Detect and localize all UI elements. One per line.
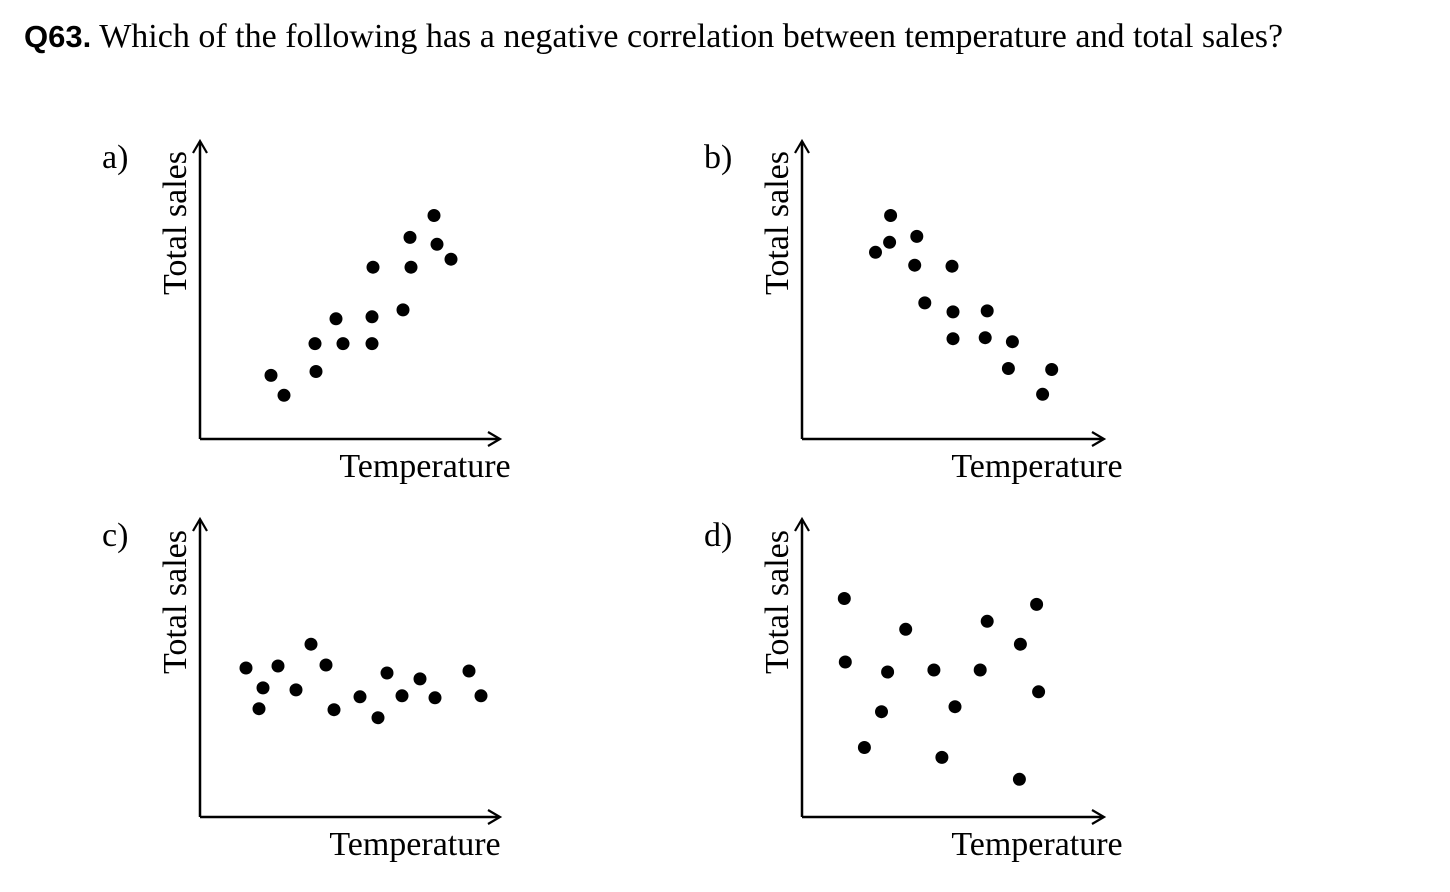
- scatter-point: [883, 235, 897, 249]
- scatter-point: [404, 260, 418, 274]
- option-label: c): [102, 517, 128, 554]
- scatter-point: [428, 691, 442, 705]
- scatter-point: [1032, 685, 1046, 699]
- x-axis-arrow: [1091, 809, 1107, 825]
- scatter-point: [1005, 335, 1019, 349]
- scatter-point: [366, 260, 380, 274]
- scatter-point: [308, 337, 322, 351]
- option-label: a): [102, 139, 128, 176]
- scatter-point: [948, 700, 962, 714]
- y-axis-title: Total sales: [759, 530, 796, 674]
- y-axis-arrow: [192, 138, 208, 154]
- scatter-point: [908, 258, 922, 272]
- scatter-point: [413, 672, 427, 686]
- scatter-point: [396, 303, 410, 317]
- scatter-point: [946, 305, 960, 319]
- y-axis-title: Total sales: [157, 530, 194, 674]
- scatter-point: [881, 665, 895, 679]
- question-text: Which of the following has a negative co…: [99, 18, 1284, 55]
- scatter-point: [252, 702, 266, 716]
- option-label: d): [704, 517, 732, 554]
- scatter-point: [329, 312, 343, 326]
- scatter-point: [884, 209, 898, 222]
- scatter-point: [395, 689, 409, 703]
- scatter-point: [1001, 362, 1015, 375]
- scatter-point: [910, 229, 924, 243]
- scatter-point: [978, 331, 992, 345]
- scatter-point: [304, 637, 318, 651]
- scatter-point: [365, 310, 379, 324]
- x-axis-title: Temperature: [951, 448, 1122, 485]
- scatter-point: [264, 368, 278, 382]
- scatter-point: [973, 663, 987, 677]
- scatter-point: [403, 230, 417, 244]
- scatter-point: [1012, 772, 1026, 786]
- scatter-point: [239, 661, 253, 675]
- x-axis-title: Temperature: [339, 448, 510, 485]
- scatter-point: [980, 304, 994, 318]
- scatter-point: [327, 703, 341, 717]
- scatter-point: [474, 689, 488, 703]
- option-label: b): [704, 139, 732, 176]
- scatter-point: [945, 259, 959, 273]
- scatter-point: [289, 683, 303, 697]
- scatter-point: [927, 663, 941, 677]
- scatter-point: [462, 664, 476, 678]
- scatter-point: [444, 252, 458, 266]
- chart-panel: d) Temperature Total sales: [704, 516, 1123, 863]
- chart-panel: b) Temperature Total sales: [704, 138, 1123, 485]
- y-axis-arrow: [794, 138, 810, 154]
- y-axis-arrow: [192, 516, 208, 532]
- scatter-point: [869, 245, 882, 259]
- x-axis-arrow: [487, 809, 503, 825]
- scatter-point: [857, 741, 871, 754]
- scatter-point: [1030, 597, 1044, 611]
- scatter-point: [277, 388, 291, 402]
- scatter-point: [319, 658, 333, 672]
- scatter-point: [935, 750, 949, 764]
- scatter-point: [271, 659, 285, 673]
- y-axis-title: Total sales: [157, 151, 194, 295]
- scatter-point: [365, 337, 379, 351]
- scatter-point: [918, 296, 932, 310]
- scatter-point: [838, 655, 852, 669]
- scatter-point: [309, 365, 323, 378]
- scatter-point: [256, 681, 270, 695]
- scatter-point: [980, 614, 994, 628]
- scatter-point: [875, 705, 888, 719]
- chart-panel: c) Temperature Total sales: [102, 516, 503, 863]
- scatter-point: [371, 711, 385, 725]
- chart-panel: a) Temperature Total sales: [102, 138, 511, 485]
- scatter-point: [899, 622, 913, 636]
- scatter-point: [1045, 363, 1059, 376]
- question-number: Q63.: [24, 19, 92, 54]
- scatter-point: [430, 237, 444, 251]
- scatter-point: [336, 337, 350, 351]
- x-axis-title: Temperature: [951, 826, 1122, 863]
- x-axis-title: Temperature: [329, 826, 500, 863]
- question: Q63. Which of the following has a negativ…: [24, 18, 1283, 56]
- scatter-point: [353, 690, 367, 704]
- scatter-point: [837, 592, 851, 605]
- scatter-point: [380, 666, 394, 680]
- scatter-point: [1013, 637, 1027, 651]
- scatter-point: [427, 209, 441, 222]
- scatter-point: [1036, 387, 1050, 401]
- x-axis-arrow: [487, 431, 503, 447]
- scatter-point: [946, 332, 960, 346]
- y-axis-title: Total sales: [759, 151, 796, 295]
- y-axis-arrow: [794, 516, 810, 532]
- x-axis-arrow: [1091, 431, 1107, 447]
